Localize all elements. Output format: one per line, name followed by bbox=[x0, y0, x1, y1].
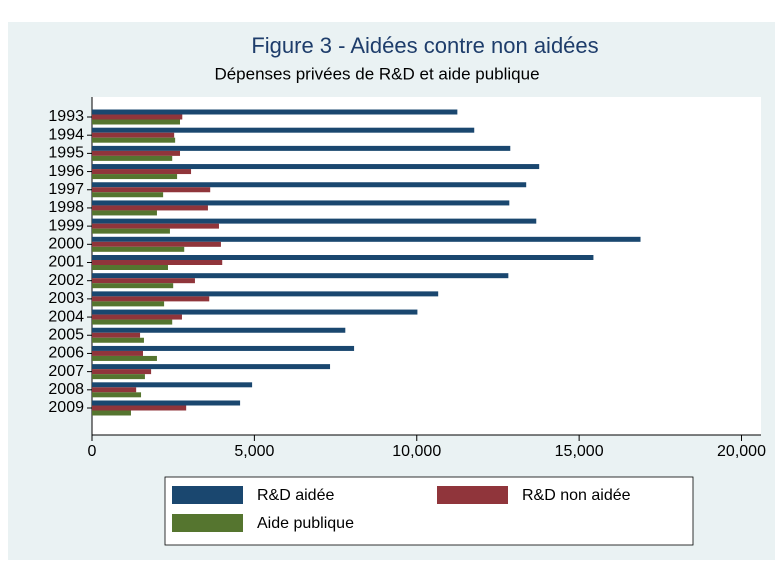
bar bbox=[92, 205, 208, 211]
y-tick-label: 2001 bbox=[48, 254, 84, 271]
y-tick-label: 1993 bbox=[48, 108, 84, 125]
bar bbox=[92, 182, 527, 188]
bar bbox=[92, 132, 175, 138]
y-tick-label: 1994 bbox=[48, 126, 84, 143]
bar bbox=[92, 350, 143, 356]
bar bbox=[92, 345, 355, 351]
bar bbox=[92, 369, 152, 375]
bar bbox=[92, 210, 157, 216]
bar bbox=[92, 387, 137, 393]
bar bbox=[92, 405, 187, 411]
bar bbox=[92, 174, 178, 180]
bar bbox=[92, 192, 164, 198]
bar bbox=[92, 278, 195, 284]
bar bbox=[92, 137, 176, 143]
legend-swatch bbox=[172, 486, 243, 504]
bar bbox=[92, 355, 157, 361]
bar bbox=[92, 374, 145, 380]
bar bbox=[92, 392, 142, 398]
legend-label: R&D aidée bbox=[257, 487, 334, 504]
y-tick-label: 2003 bbox=[48, 290, 84, 307]
bar bbox=[92, 155, 173, 161]
bar bbox=[92, 327, 346, 333]
y-tick-label: 2008 bbox=[48, 381, 84, 398]
bar bbox=[92, 223, 219, 229]
y-tick-label: 2005 bbox=[48, 326, 84, 343]
y-tick-label: 1997 bbox=[48, 181, 84, 198]
bar bbox=[92, 187, 211, 193]
y-tick-label: 2007 bbox=[48, 363, 84, 380]
bar bbox=[92, 127, 475, 133]
bar bbox=[92, 283, 174, 289]
bar bbox=[92, 150, 181, 156]
bar bbox=[92, 382, 253, 388]
bar bbox=[92, 119, 181, 125]
bar bbox=[92, 291, 439, 297]
legend-label: Aide publique bbox=[257, 515, 354, 532]
bar bbox=[92, 314, 182, 320]
y-tick-label: 2006 bbox=[48, 345, 84, 362]
bar bbox=[92, 273, 509, 279]
y-tick-label: 2004 bbox=[48, 308, 84, 325]
legend-swatch bbox=[172, 514, 243, 532]
chart-title: Figure 3 - Aidées contre non aidées bbox=[251, 33, 598, 58]
bar bbox=[92, 364, 331, 370]
bar bbox=[92, 109, 458, 115]
bar bbox=[92, 301, 165, 307]
bar bbox=[92, 319, 173, 325]
y-tick-label: 2000 bbox=[48, 236, 84, 253]
bar bbox=[92, 114, 183, 120]
y-tick-label: 1996 bbox=[48, 163, 84, 180]
bar bbox=[92, 246, 185, 252]
y-tick-label: 1998 bbox=[48, 199, 84, 216]
bar bbox=[92, 200, 510, 206]
legend-label: R&D non aidée bbox=[522, 487, 631, 504]
x-tick-label: 0 bbox=[88, 443, 97, 460]
bar bbox=[92, 332, 141, 338]
bar bbox=[92, 296, 210, 302]
bar bbox=[92, 410, 131, 416]
plot-area bbox=[92, 97, 761, 435]
legend-swatch bbox=[437, 486, 508, 504]
chart-subtitle: Dépenses privées de R&D et aide publique bbox=[214, 64, 539, 83]
bar bbox=[92, 169, 192, 175]
bar bbox=[92, 337, 144, 343]
bar bbox=[92, 265, 168, 270]
bar bbox=[92, 241, 221, 247]
y-tick-label: 2009 bbox=[48, 399, 84, 416]
x-tick-label: 5,000 bbox=[234, 443, 274, 460]
y-tick-label: 1995 bbox=[48, 145, 84, 162]
bar bbox=[92, 228, 170, 234]
bar bbox=[92, 260, 223, 265]
legend bbox=[164, 476, 694, 546]
x-tick-label: 20,000 bbox=[717, 443, 766, 460]
y-tick-label: 1999 bbox=[48, 217, 84, 234]
bar bbox=[92, 164, 540, 170]
bar bbox=[92, 145, 511, 151]
x-tick-label: 10,000 bbox=[392, 443, 441, 460]
x-tick-label: 15,000 bbox=[555, 443, 604, 460]
bar bbox=[92, 218, 537, 224]
bar bbox=[92, 255, 594, 260]
bar bbox=[92, 236, 641, 242]
bar bbox=[92, 400, 241, 406]
y-tick-label: 2002 bbox=[48, 272, 84, 289]
bar bbox=[92, 309, 418, 315]
